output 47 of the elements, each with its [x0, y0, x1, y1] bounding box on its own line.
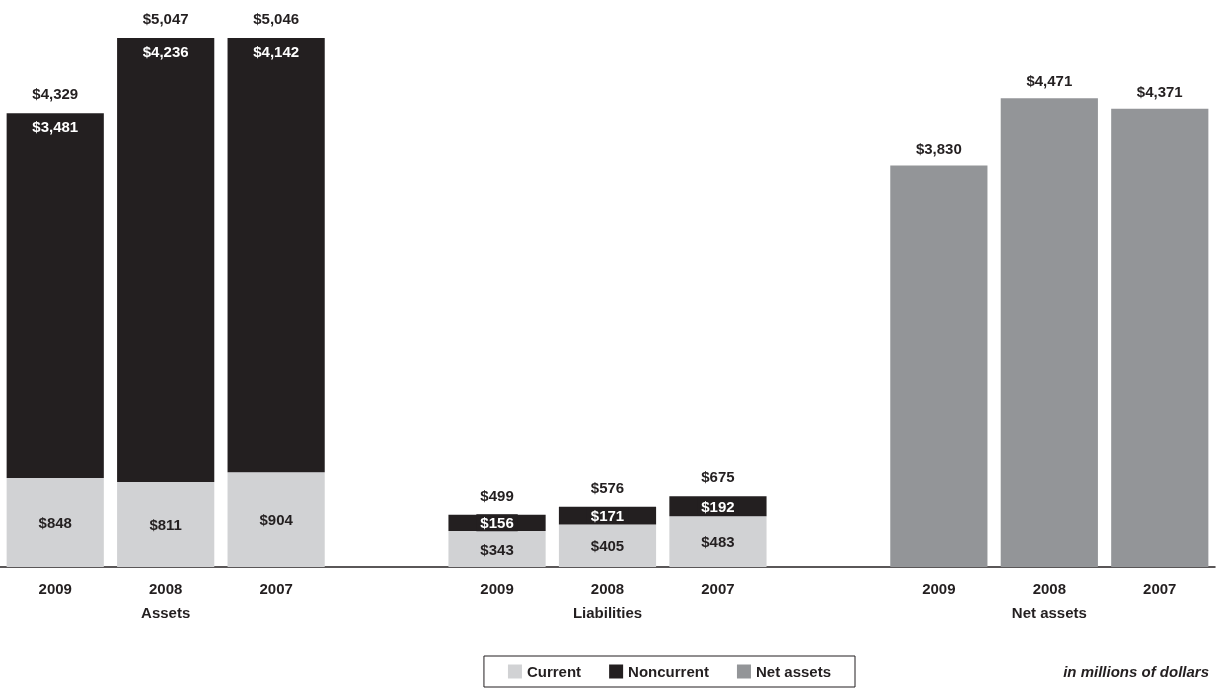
- legend-label: Net assets: [755, 663, 831, 680]
- x-tick-label: 2008: [590, 580, 625, 597]
- bar: [117, 38, 215, 482]
- bar: [1111, 108, 1209, 567]
- legend-label: Current: [526, 663, 582, 680]
- text: in millions of dollars: [1063, 663, 1210, 680]
- bar: [890, 165, 988, 567]
- data-label: $4,471: [1026, 72, 1073, 90]
- total-label: $576: [590, 478, 625, 496]
- data-label: $192: [701, 497, 735, 515]
- data-label: $811: [149, 516, 182, 533]
- data-label: $4,371: [1136, 82, 1183, 100]
- data-label: $904: [259, 511, 294, 529]
- data-label: $3,481: [32, 118, 79, 136]
- data-label: $171: [590, 507, 625, 525]
- total-label: $4,329: [32, 85, 79, 103]
- total-label: $5,047: [142, 10, 189, 27]
- bar: [1000, 98, 1098, 567]
- x-tick-label: 2008: [1032, 580, 1067, 597]
- data-label: $405: [590, 537, 625, 555]
- bar: [227, 38, 325, 473]
- data-label: $343: [480, 540, 514, 558]
- bar: [117, 482, 215, 567]
- data-label: $848: [38, 514, 72, 532]
- x-tick-label: 2009: [922, 580, 956, 597]
- bar: [6, 478, 104, 567]
- data-label: $4,236: [142, 43, 189, 60]
- total-label: $499: [480, 486, 514, 504]
- total-label: $5,046: [253, 10, 300, 28]
- x-tick-label: 2007: [1143, 580, 1177, 597]
- data-label: $156: [480, 514, 514, 532]
- bar: [6, 113, 104, 479]
- x-tick-label: 2007: [701, 580, 735, 597]
- bar: [227, 472, 325, 567]
- text: Assets: [141, 604, 191, 621]
- bar: [669, 516, 767, 567]
- text: Net assets: [1011, 604, 1087, 621]
- data-label: $483: [701, 533, 735, 551]
- total-label: $675: [701, 468, 735, 486]
- legend-label: Noncurrent: [628, 663, 709, 680]
- x-tick-label: 2009: [480, 580, 514, 597]
- data-label: $3,830: [915, 139, 962, 157]
- x-tick-label: 2007: [259, 580, 293, 597]
- data-label: $4,142: [253, 43, 300, 61]
- x-tick-label: 2008: [148, 580, 183, 597]
- x-tick-label: 2009: [38, 580, 72, 597]
- text: Liabilities: [572, 604, 643, 621]
